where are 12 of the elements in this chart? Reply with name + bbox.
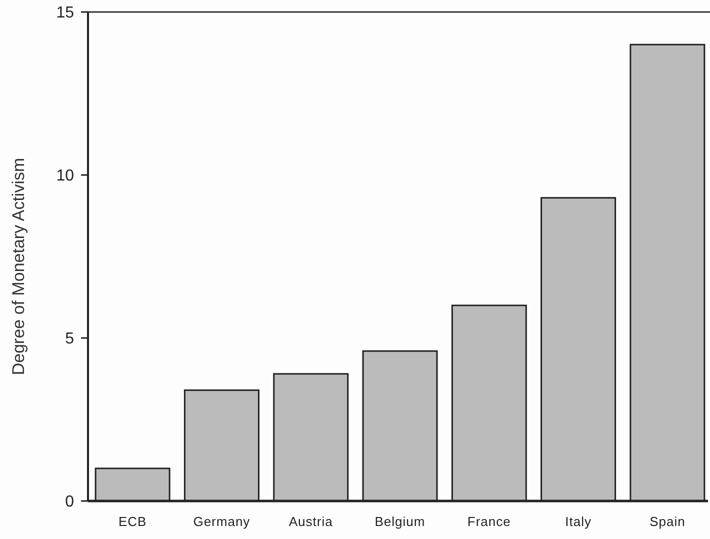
y-tick-label: 15 (56, 4, 74, 22)
x-tick-label: Austria (288, 514, 334, 529)
x-tick-label: France (467, 514, 511, 529)
y-tick-label: 10 (56, 168, 74, 185)
y-axis-title: Degree of Monetary Activism (9, 158, 28, 376)
x-tick-label: ECB (118, 514, 147, 529)
y-tick-label: 5 (65, 330, 74, 348)
y-tick-label: 0 (65, 494, 74, 511)
x-tick-label: Italy (565, 514, 592, 529)
x-tick-label: Spain (650, 514, 686, 529)
x-tick-label: Germany (193, 514, 250, 529)
x-tick-label: Belgium (374, 514, 426, 529)
